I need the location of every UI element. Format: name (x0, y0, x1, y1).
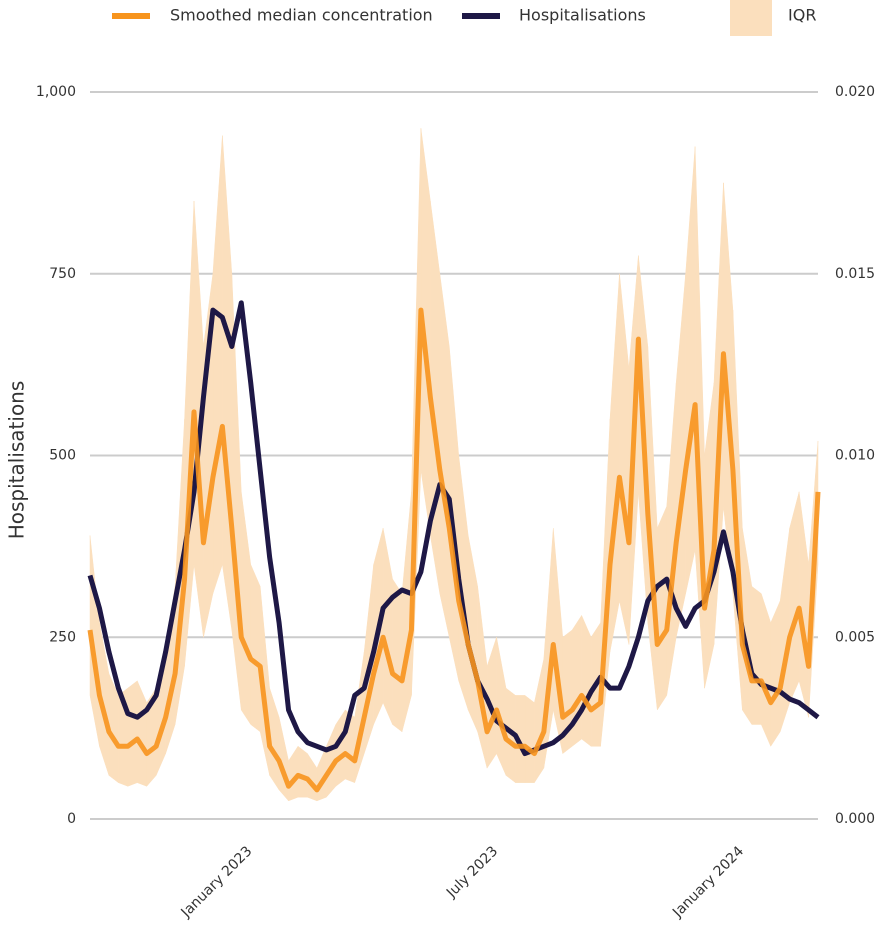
iqr-band (789, 491, 800, 703)
series-line (87, 307, 821, 793)
x-tick-label: January 2024 (669, 843, 747, 921)
y-tick-label: 250 (49, 629, 76, 645)
iqr-band (212, 135, 223, 594)
iqr-band (137, 680, 147, 787)
iqr-band (250, 564, 261, 733)
y-tick-label: 1,000 (36, 84, 76, 100)
iqr-band (619, 273, 630, 645)
iqr-band (761, 593, 771, 747)
iqr-band (685, 146, 696, 594)
y-tick-label: 500 (49, 448, 76, 464)
y2-tick-label: 0.000 (835, 811, 875, 827)
iqr-band (657, 506, 667, 711)
iqr-band (392, 578, 403, 733)
iqr-band (581, 615, 592, 747)
iqr-band (798, 491, 809, 718)
series-line (87, 300, 820, 757)
legend-label: IQR (788, 6, 816, 25)
y2-tick-label: 0.020 (835, 84, 875, 100)
iqr-band (467, 535, 478, 732)
legend-swatch (730, 0, 772, 36)
iqr-band (751, 585, 762, 725)
x-tick-label: July 2023 (443, 843, 501, 901)
x-tick-label: January 2023 (178, 843, 256, 921)
iqr-band (439, 273, 450, 638)
iqr-band (127, 680, 138, 787)
iqr-band (553, 528, 563, 754)
iqr-band (524, 694, 535, 783)
y2-tick-label: 0.015 (835, 266, 875, 282)
iqr-band (770, 600, 781, 748)
y-tick-label: 750 (49, 266, 76, 282)
iqr-band (571, 614, 582, 747)
iqr-band (496, 637, 507, 776)
iqr-band (241, 491, 251, 726)
iqr-band (675, 273, 686, 638)
y-axis-title: Hospitalisations (5, 381, 29, 540)
iqr-band (534, 659, 545, 784)
iqr-band (779, 528, 790, 732)
iqr-band (297, 745, 308, 798)
iqr-band (382, 528, 393, 725)
iqr-band (222, 135, 233, 631)
iqr-band (609, 273, 620, 652)
y2-tick-label: 0.010 (835, 448, 875, 464)
y-tick-label: 0 (67, 811, 76, 827)
y2-tick-label: 0.005 (835, 629, 875, 645)
legend-label: Smoothed median concentration (170, 6, 433, 25)
legend-label: Hospitalisations (519, 6, 646, 25)
